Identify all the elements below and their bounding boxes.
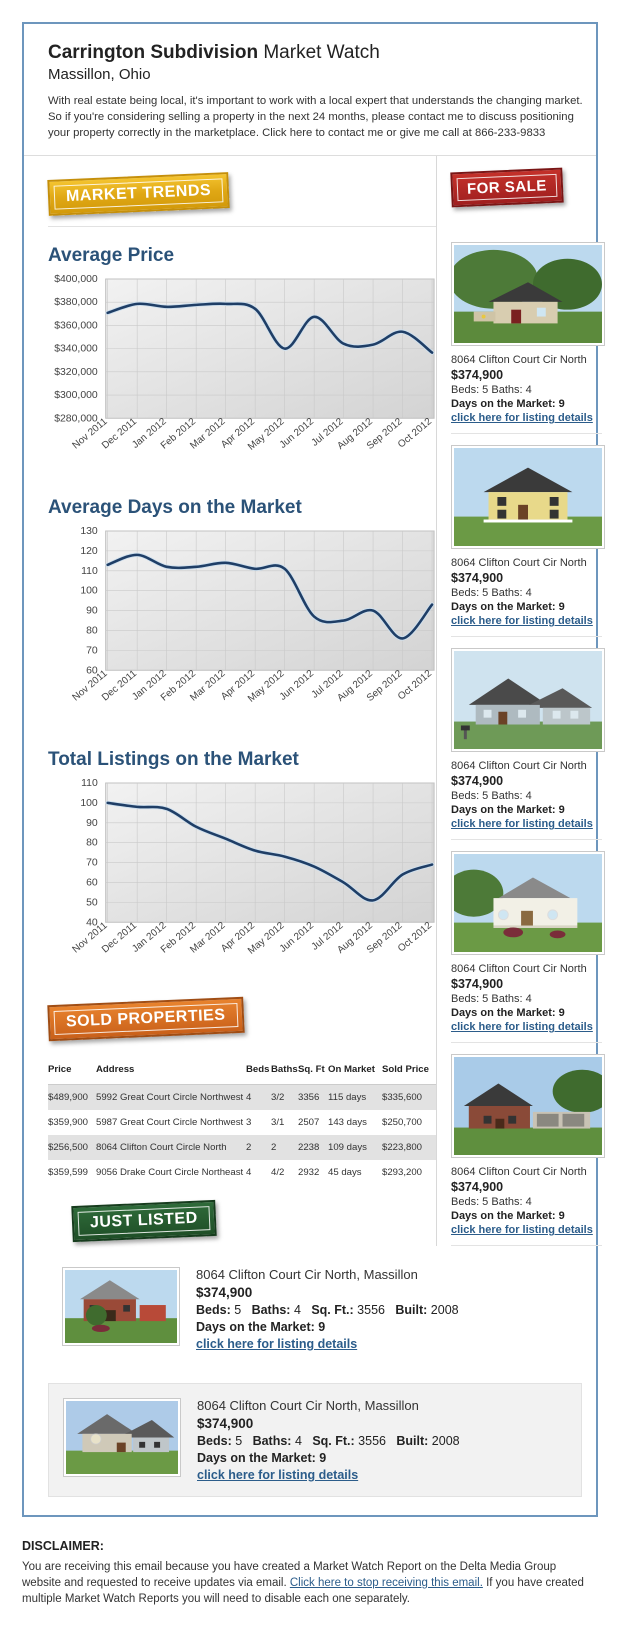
svg-text:60: 60 bbox=[86, 878, 98, 889]
svg-text:80: 80 bbox=[86, 625, 98, 636]
svg-text:110: 110 bbox=[81, 566, 98, 577]
svg-text:Oct 2012: Oct 2012 bbox=[396, 920, 434, 955]
svg-text:$380,000: $380,000 bbox=[54, 297, 98, 308]
svg-text:80: 80 bbox=[86, 838, 98, 849]
svg-text:70: 70 bbox=[86, 858, 98, 869]
svg-text:$320,000: $320,000 bbox=[54, 367, 98, 378]
svg-text:$360,000: $360,000 bbox=[54, 320, 98, 331]
svg-text:90: 90 bbox=[86, 818, 98, 829]
svg-text:$280,000: $280,000 bbox=[54, 413, 98, 424]
svg-text:130: 130 bbox=[80, 526, 98, 537]
svg-text:$400,000: $400,000 bbox=[54, 274, 98, 285]
svg-text:70: 70 bbox=[86, 645, 98, 656]
svg-text:Oct 2012: Oct 2012 bbox=[396, 416, 434, 451]
svg-text:100: 100 bbox=[80, 586, 98, 597]
svg-text:110: 110 bbox=[81, 778, 98, 789]
svg-text:$340,000: $340,000 bbox=[54, 344, 98, 355]
svg-text:50: 50 bbox=[86, 897, 98, 908]
svg-text:Oct 2012: Oct 2012 bbox=[396, 668, 434, 703]
svg-text:100: 100 bbox=[80, 798, 98, 809]
svg-text:$300,000: $300,000 bbox=[54, 390, 98, 401]
svg-text:120: 120 bbox=[80, 546, 98, 557]
svg-text:90: 90 bbox=[86, 606, 98, 617]
